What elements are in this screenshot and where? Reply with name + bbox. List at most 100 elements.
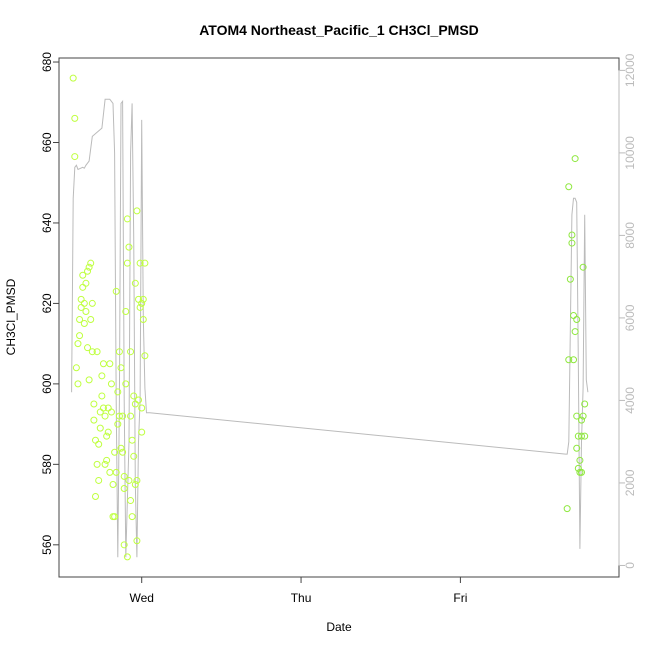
y2-tick-label: 8000 (623, 222, 637, 249)
data-point (128, 513, 136, 521)
data-point (570, 311, 578, 319)
data-point (123, 553, 131, 561)
data-point (76, 316, 84, 324)
data-point (96, 424, 104, 432)
data-point (122, 380, 130, 388)
data-point (141, 352, 149, 360)
data-point (568, 239, 576, 247)
data-point (95, 476, 103, 484)
data-point (93, 460, 101, 468)
data-point (112, 287, 120, 295)
data-point (130, 452, 138, 460)
series-line (71, 98, 589, 558)
data-point (84, 344, 92, 352)
y-tick-label: 560 (40, 534, 54, 554)
data-point (99, 360, 107, 368)
data-point (131, 480, 139, 488)
data-point (123, 215, 131, 223)
data-point (87, 316, 95, 324)
data-point (133, 207, 141, 215)
data-point (579, 263, 587, 271)
data-point (114, 420, 122, 428)
data-point (74, 340, 82, 348)
point-series (69, 74, 589, 561)
data-point (128, 436, 136, 444)
data-point (93, 348, 101, 356)
data-point (114, 388, 122, 396)
data-point (138, 404, 146, 412)
data-point (139, 295, 147, 303)
data-point (98, 372, 106, 380)
y-tick-label: 680 (40, 52, 54, 72)
data-point (135, 396, 143, 404)
data-point (117, 364, 125, 372)
data-point (77, 295, 85, 303)
data-point (79, 271, 87, 279)
x-tick-label: Wed (129, 591, 153, 605)
data-point (565, 183, 573, 191)
data-point (566, 275, 574, 283)
y-tick-label: 600 (40, 374, 54, 394)
axes: 560 580 600 620 640 660 680 0 2000 4000 6000 8000 10… (40, 52, 637, 605)
y-axis-label: CH3Cl_PMSD (4, 278, 18, 355)
y-tick-label: 580 (40, 454, 54, 474)
data-point (120, 541, 128, 549)
data-point (82, 279, 90, 287)
data-point (131, 400, 139, 408)
data-point (101, 412, 109, 420)
data-point (127, 348, 135, 356)
data-point (570, 356, 578, 364)
data-point (85, 263, 93, 271)
data-point (71, 153, 79, 161)
data-point (84, 267, 92, 275)
data-point (106, 468, 114, 476)
data-point (85, 376, 93, 384)
data-point (578, 416, 586, 424)
data-point (136, 259, 144, 267)
data-point (119, 412, 127, 420)
data-point (117, 444, 125, 452)
y2-tick-label: 0 (623, 562, 637, 569)
data-point (123, 259, 131, 267)
data-point (72, 364, 80, 372)
data-point (574, 464, 582, 472)
data-point (581, 432, 589, 440)
data-point (139, 316, 147, 324)
data-point (88, 348, 96, 356)
data-point (80, 320, 88, 328)
data-point (120, 484, 128, 492)
data-point (130, 392, 138, 400)
data-point (133, 537, 141, 545)
data-point (87, 259, 95, 267)
data-point (76, 332, 84, 340)
data-point (571, 328, 579, 336)
data-point (133, 476, 141, 484)
data-point (103, 432, 111, 440)
data-point (115, 412, 123, 420)
data-point (104, 428, 112, 436)
data-point (90, 416, 98, 424)
data-point (571, 155, 579, 163)
data-point (112, 468, 120, 476)
data-point (138, 299, 146, 307)
data-point (127, 412, 135, 420)
data-point (127, 497, 135, 505)
data-point (99, 404, 107, 412)
data-point (141, 259, 149, 267)
y-tick-label: 640 (40, 213, 54, 233)
data-point (122, 307, 130, 315)
data-point (138, 428, 146, 436)
data-point (98, 392, 106, 400)
data-point (107, 380, 115, 388)
chart-title: ATOM4 Northeast_Pacific_1 CH3Cl_PMSD (199, 22, 479, 38)
data-point (125, 476, 133, 484)
data-point (579, 412, 587, 420)
data-point (563, 505, 571, 513)
data-point (136, 303, 144, 311)
x-tick-label: Thu (291, 591, 312, 605)
data-point (576, 456, 584, 464)
y2-tick-label: 4000 (623, 387, 637, 414)
y2-tick-label: 12000 (623, 53, 637, 87)
data-point (578, 432, 586, 440)
y2-tick-label: 2000 (623, 469, 637, 496)
